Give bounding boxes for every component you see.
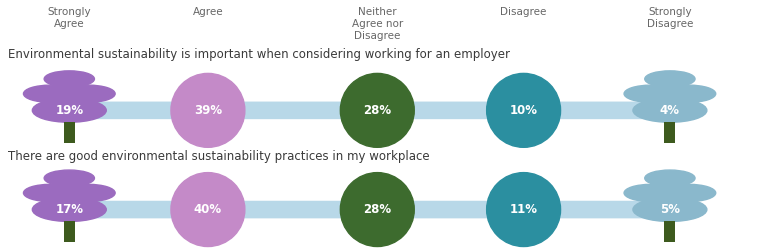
FancyBboxPatch shape: [63, 102, 676, 119]
Circle shape: [633, 198, 707, 221]
Ellipse shape: [340, 73, 414, 147]
Circle shape: [44, 170, 95, 186]
Circle shape: [662, 85, 716, 102]
Circle shape: [62, 184, 116, 201]
Circle shape: [44, 71, 95, 87]
Circle shape: [633, 98, 707, 122]
Circle shape: [32, 198, 106, 221]
Circle shape: [662, 184, 716, 201]
Text: Strongly
Disagree: Strongly Disagree: [647, 7, 693, 29]
Text: 19%: 19%: [55, 104, 83, 117]
Text: Disagree: Disagree: [500, 7, 547, 17]
Circle shape: [624, 184, 678, 201]
Text: 5%: 5%: [660, 203, 680, 216]
Text: Strongly
Agree: Strongly Agree: [48, 7, 91, 29]
Text: Neither
Agree nor
Disagree: Neither Agree nor Disagree: [352, 7, 403, 41]
Ellipse shape: [340, 173, 414, 247]
Text: 39%: 39%: [194, 104, 222, 117]
Text: 40%: 40%: [194, 203, 222, 216]
Text: There are good environmental sustainability practices in my workplace: There are good environmental sustainabil…: [8, 150, 430, 163]
Ellipse shape: [171, 73, 245, 147]
Bar: [64, 221, 75, 242]
FancyBboxPatch shape: [63, 201, 676, 218]
Circle shape: [32, 98, 106, 122]
Text: 11%: 11%: [510, 203, 537, 216]
Circle shape: [62, 85, 116, 102]
Circle shape: [624, 85, 678, 102]
Text: 28%: 28%: [363, 203, 391, 216]
Text: 10%: 10%: [510, 104, 537, 117]
Text: 17%: 17%: [55, 203, 83, 216]
Text: 28%: 28%: [363, 104, 391, 117]
Circle shape: [23, 85, 77, 102]
Text: 4%: 4%: [660, 104, 680, 117]
Bar: [665, 221, 675, 242]
Bar: [665, 122, 675, 143]
Text: Agree: Agree: [192, 7, 223, 17]
Ellipse shape: [171, 173, 245, 247]
Bar: [64, 122, 75, 143]
Circle shape: [644, 170, 695, 186]
Ellipse shape: [487, 173, 561, 247]
Ellipse shape: [487, 73, 561, 147]
Circle shape: [23, 184, 77, 201]
Circle shape: [644, 71, 695, 87]
Text: Environmental sustainability is important when considering working for an employ: Environmental sustainability is importan…: [8, 48, 510, 61]
